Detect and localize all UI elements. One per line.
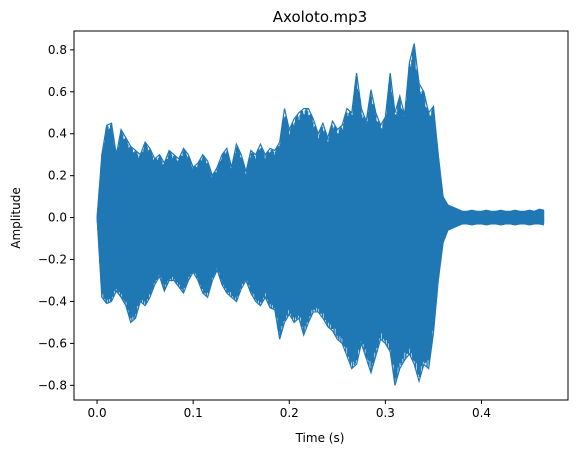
y-tick-label: 0.0 <box>48 211 67 225</box>
chart-title: Axoloto.mp3 <box>273 8 367 26</box>
y-axis-label: Amplitude <box>9 187 23 249</box>
waveform-upper-envelope <box>96 43 545 218</box>
waveform-lower-envelope <box>96 217 545 386</box>
y-tick-label: −0.2 <box>38 253 67 267</box>
y-tick-label: −0.6 <box>38 336 67 350</box>
y-tick-label: 0.6 <box>48 85 67 99</box>
x-axis-label: Time (s) <box>295 431 345 445</box>
x-tick-label: 0.4 <box>472 406 491 420</box>
plot-area <box>96 43 545 386</box>
y-tick-label: 0.4 <box>48 127 67 141</box>
y-tick-label: 0.8 <box>48 43 67 57</box>
x-tick-label: 0.3 <box>376 406 395 420</box>
x-tick-label: 0.1 <box>184 406 203 420</box>
x-tick-label: 0.2 <box>280 406 299 420</box>
x-tick-label: 0.0 <box>88 406 107 420</box>
y-tick-label: −0.8 <box>38 378 67 392</box>
axis-ticks: 0.0 0.1 0.2 0.3 0.4 −0.8 −0.6 −0.4 −0.2 0.0 0.2 0.4… <box>38 43 491 420</box>
y-tick-label: 0.2 <box>48 169 67 183</box>
plot-frame <box>73 30 569 401</box>
y-tick-label: −0.4 <box>38 294 67 308</box>
waveform-strokes <box>96 44 545 382</box>
